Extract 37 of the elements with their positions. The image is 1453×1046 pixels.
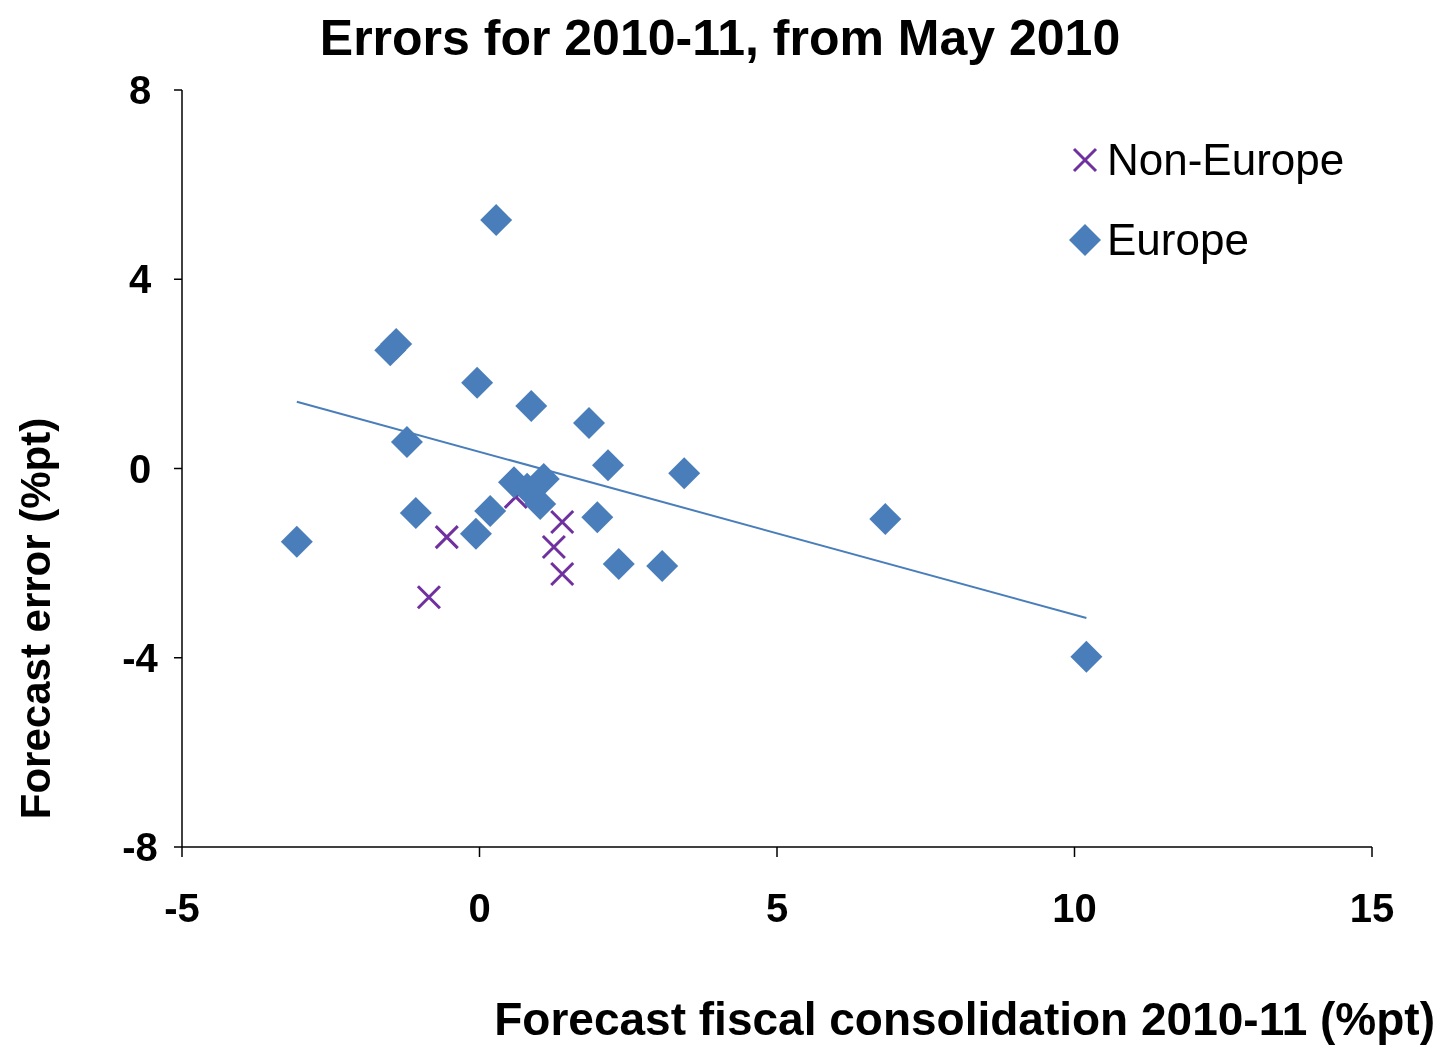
y-tick-label: 8 xyxy=(128,68,152,112)
y-tick-label: 0 xyxy=(128,446,152,491)
chart-title: Errors for 2010-11, from May 2010 xyxy=(319,10,1121,66)
x-axis-title: Forecast fiscal consolidation 2010-11 (%pt) xyxy=(494,993,1435,1045)
point xyxy=(280,525,313,558)
point xyxy=(1070,640,1103,673)
point xyxy=(416,584,442,610)
point xyxy=(459,517,492,550)
point xyxy=(480,204,513,237)
point xyxy=(390,426,423,459)
x-tick-label: 10 xyxy=(1052,886,1097,930)
point xyxy=(602,548,635,581)
point xyxy=(549,561,575,587)
point xyxy=(399,496,432,529)
x-tick-label: 0 xyxy=(468,886,491,930)
point xyxy=(581,501,614,534)
y-axis-title: Forecast error (%pt) xyxy=(12,417,59,820)
x-tick-label: 5 xyxy=(765,886,789,930)
x-tick-label: -5 xyxy=(164,886,200,930)
point xyxy=(572,407,605,440)
point xyxy=(515,390,548,423)
point xyxy=(461,366,494,399)
point xyxy=(474,495,507,528)
point xyxy=(869,503,902,536)
point xyxy=(646,549,679,582)
legend-label: Europe xyxy=(1107,215,1249,264)
point xyxy=(380,328,413,361)
x-tick-label: 15 xyxy=(1349,886,1395,930)
point xyxy=(549,509,575,535)
y-tick-label: 4 xyxy=(128,257,152,302)
point xyxy=(434,524,460,550)
point xyxy=(541,534,567,560)
point xyxy=(668,457,701,490)
legend-label: Non-Europe xyxy=(1107,135,1345,184)
y-tick-label: -4 xyxy=(122,635,159,680)
point xyxy=(592,449,625,482)
y-tick-label: -8 xyxy=(122,825,158,869)
